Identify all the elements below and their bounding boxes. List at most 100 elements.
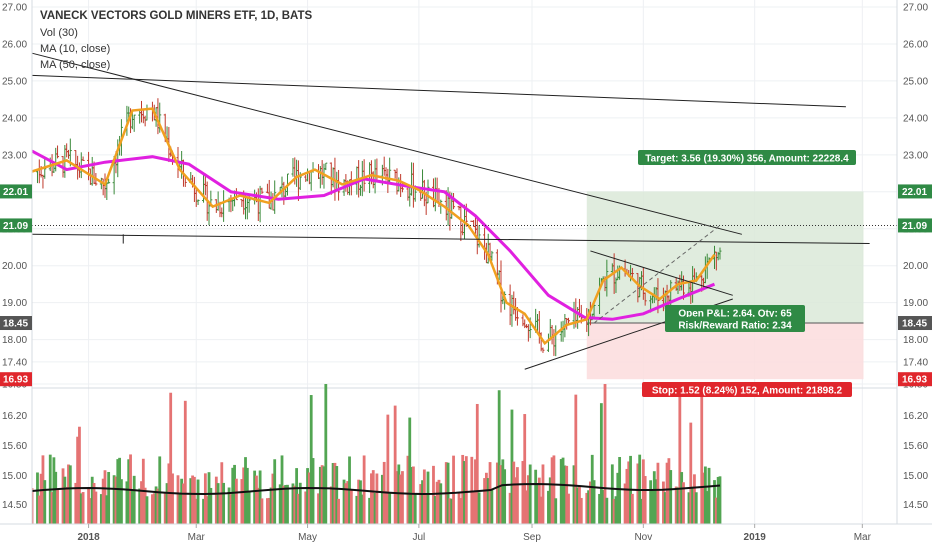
volume-bar [37,495,41,524]
volume-bar [81,492,85,524]
volume-bar [65,487,69,524]
volume-bar [140,481,143,524]
volume-bar [495,462,499,524]
volume-bar [306,468,309,524]
volume-bar [508,492,512,524]
volume-bar [579,497,583,524]
volume-bar [154,486,158,524]
volume-bar [497,390,501,524]
volume-bar [189,478,193,524]
risk-reward-label-box [665,317,805,332]
volume-bar [393,405,397,524]
volume-bar [260,498,264,524]
volume-bar [373,492,377,524]
volume-bar [537,477,541,524]
volume-bar [413,494,417,524]
price-tick-left: 25.00 [2,76,27,87]
volume-bar [534,469,538,524]
volume-bar [329,486,333,524]
volume-bar [550,457,554,524]
volume-bar [419,484,423,524]
volume-bar [165,483,169,524]
price-tick-right: 20.00 [903,261,928,272]
volume-bar [541,464,545,524]
volume-bar [151,494,154,524]
volume-bar [255,475,258,524]
volume-bar [432,465,435,524]
volume-bar [331,463,335,524]
price-tick-left: 27.00 [2,3,27,14]
volume-bar [205,496,209,524]
target-label-box [638,150,856,165]
volume-bar [295,468,299,524]
volume-bar [521,461,525,524]
volume-bar [472,491,476,524]
volume-bar [433,495,437,524]
volume-bar [39,473,43,524]
volume-bar [256,487,260,524]
volume-bar [384,491,388,524]
volume-bar [552,455,556,524]
volume-bar [297,493,300,524]
volume-bar [346,481,350,524]
volume-bar [273,459,277,524]
last-price-badge-right: 21.09 [902,221,927,232]
volume-bar [242,467,246,524]
volume-bar [484,472,488,524]
volume-tick-left: 15.00 [2,471,27,482]
volume-bar [304,491,308,524]
volume-tick-right: 16.20 [903,411,928,422]
volume-bar [636,463,640,524]
volume-bar [700,395,704,524]
volume-bar [50,492,54,524]
volume-bar [191,475,194,524]
volume-bar [516,467,519,524]
volume-bar [691,486,695,524]
volume-bar [705,491,709,524]
volume-bar [193,476,196,524]
volume-bar [78,426,81,524]
entry-badge-right: 18.45 [902,319,927,330]
price-tick-right: 18.00 [903,335,928,346]
stop-badge-right: 16.93 [902,375,927,386]
volume-bar [152,493,156,524]
volume-bar [490,489,494,524]
volume-bar [234,478,238,524]
volume-bar [459,498,463,524]
volume-bar [461,454,465,524]
volume-bar [501,459,505,524]
volume-bar [589,481,592,524]
entry-badge-left: 18.45 [3,319,28,330]
volume-bar [145,496,149,524]
stop-label-box [642,382,852,397]
volume-bar [439,483,443,524]
volume-bar [120,479,123,524]
volume-bar [355,495,359,524]
volume-bar [578,485,581,524]
volume-bar [362,455,366,524]
volume-bar [324,384,328,524]
volume-bar [138,488,142,524]
volume-bar [240,479,244,524]
volume-bar [452,455,455,524]
x-tick-label: Nov [634,532,652,543]
entry-badge-left-box [0,316,32,331]
volume-bar [680,472,684,524]
volume-bar [713,480,716,524]
volume-bar [309,395,313,524]
volume-bar [357,479,361,524]
volume-bar [231,467,235,524]
volume-bar [514,477,517,524]
volume-bar [408,417,412,524]
volume-bar [258,470,262,524]
volume-bar [687,492,691,524]
volume-bar [641,459,645,524]
volume-bar [676,487,680,524]
volume-bar [203,473,207,524]
volume-bar [112,475,116,524]
volume-bar [286,484,289,524]
trendline-1 [31,52,743,235]
volume-bar [630,493,634,524]
volume-bar [269,487,273,524]
